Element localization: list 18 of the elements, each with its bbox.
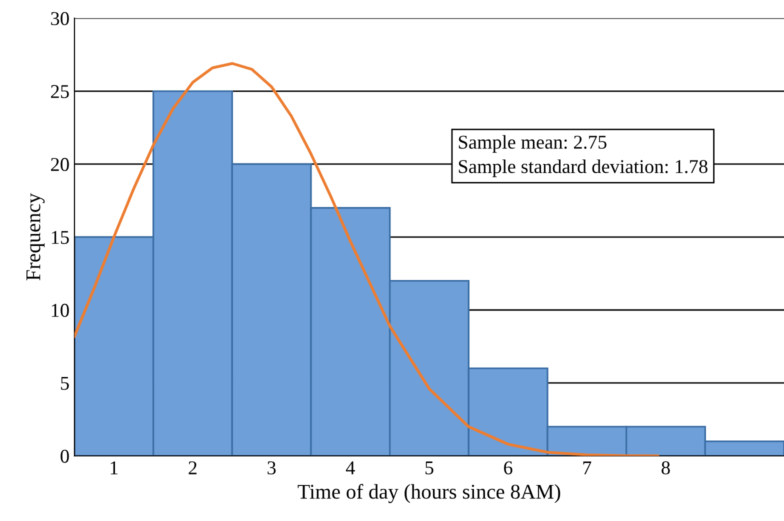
x-tick-label: 2 bbox=[188, 461, 197, 474]
x-tick-label: 6 bbox=[504, 461, 512, 474]
x-tick-label: 4 bbox=[346, 461, 355, 474]
annotation: Sample mean: 2.75 Sample standard deviation: 1.78 bbox=[458, 135, 708, 178]
y-tick-label: 0 bbox=[60, 450, 69, 463]
y-tick-label: 25 bbox=[51, 85, 69, 98]
x-tick-label: 8 bbox=[662, 461, 670, 474]
y-axis-title: Frequency bbox=[26, 193, 45, 280]
y-tick-label: 30 bbox=[51, 12, 69, 26]
x-tick-label: 1 bbox=[110, 461, 118, 474]
y-tick-label: 15 bbox=[52, 230, 69, 244]
y-tick-label: 20 bbox=[51, 158, 69, 172]
y-tick-label: 5 bbox=[61, 376, 69, 390]
x-tick-label: 3 bbox=[268, 461, 276, 474]
x-axis-title: Time of day (hours since 8AM) bbox=[298, 484, 560, 504]
x-tick-label: 7 bbox=[583, 461, 592, 474]
x-tick-label: 5 bbox=[426, 461, 434, 474]
y-tick-label: 10 bbox=[52, 304, 69, 317]
